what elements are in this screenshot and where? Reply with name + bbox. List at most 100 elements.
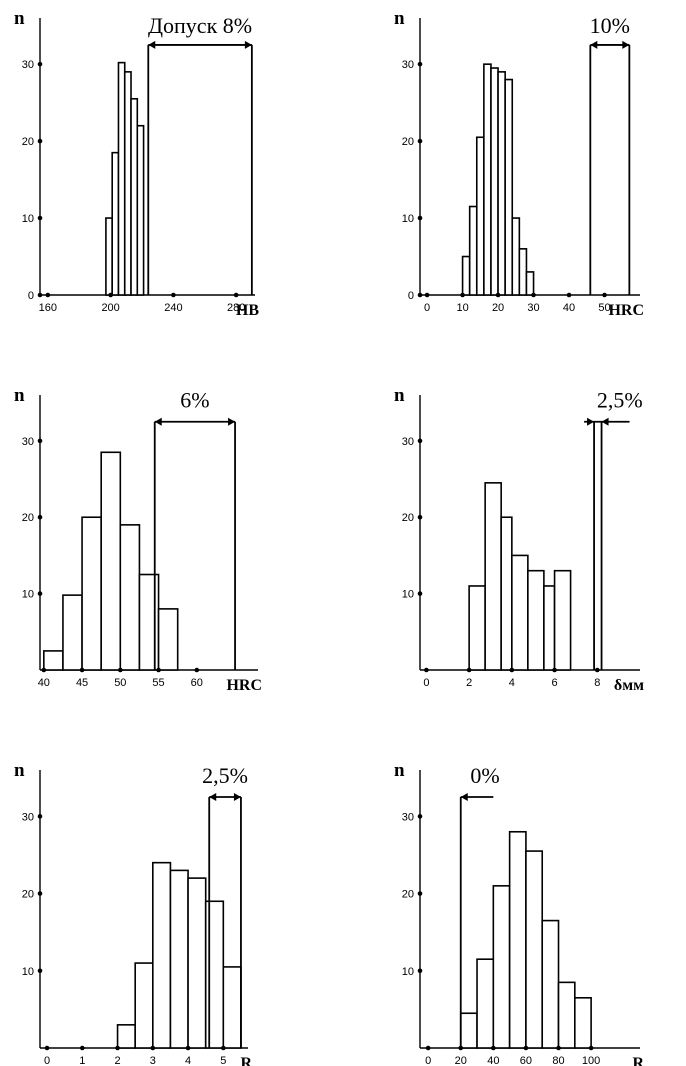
x-tick-label: 40: [487, 1055, 499, 1066]
tolerance-arrow-head: [587, 417, 595, 426]
histogram-bar: [475, 136, 485, 296]
x-tick-label: 60: [191, 677, 203, 689]
x-tick-label: 240: [164, 302, 182, 314]
histogram-bar: [468, 205, 478, 296]
y-tick-dot: [37, 438, 43, 444]
x-tick-label: 0: [424, 302, 430, 314]
x-tick-label: 30: [527, 302, 539, 314]
histogram-bar: [117, 61, 126, 296]
histogram-bar: [525, 271, 535, 296]
y-tick-dot: [417, 591, 423, 596]
y-tick-label: 10: [402, 213, 414, 225]
tolerance-arrow-head: [228, 417, 236, 426]
tolerance-label: 0%: [470, 763, 499, 788]
x-tick-label: 0: [44, 1055, 50, 1066]
y-tick-label: 30: [402, 811, 414, 823]
x-tick-label: 100: [582, 1055, 600, 1066]
histogram-bar: [492, 885, 511, 1049]
y-tick-dot: [37, 591, 43, 596]
histogram-bar: [483, 63, 492, 296]
x-tick-label: 160: [39, 302, 57, 314]
y-tick-dot: [417, 514, 423, 520]
x-tick-dot: [156, 667, 161, 673]
y-axis-label: n: [394, 760, 405, 781]
x-tick-dot: [458, 1045, 464, 1051]
x-axis-label: δмм: [614, 677, 644, 694]
histogram-bar: [138, 573, 160, 671]
x-tick-label: 5: [220, 1055, 226, 1066]
tolerance-arrow-head: [622, 40, 630, 49]
histogram-bar: [518, 248, 528, 296]
y-tick-dot: [417, 138, 423, 144]
x-tick-label: 45: [76, 677, 88, 689]
histogram-bar: [136, 124, 145, 296]
y-tick-dot: [37, 514, 43, 520]
histogram-bar: [527, 569, 545, 671]
y-tick-dot: [37, 891, 43, 896]
x-tick-dot: [509, 667, 515, 673]
histogram-bar: [500, 516, 513, 671]
chart-panel-1: Допуск 8% 0 10 20 30 160 200 240 280 n HB: [14, 8, 259, 319]
x-tick-label: 20: [492, 302, 504, 314]
y-tick-label: 10: [22, 966, 34, 978]
y-axis-label: n: [394, 385, 405, 406]
x-tick-dot: [602, 292, 607, 298]
y-tick-dot: [417, 814, 423, 819]
y-tick-dot: [37, 292, 43, 298]
x-tick-dot: [118, 667, 123, 673]
x-tick-label: 0: [423, 677, 429, 689]
histogram-bar: [490, 67, 499, 296]
y-tick-label: 10: [402, 589, 414, 601]
histogram-bar: [557, 981, 576, 1049]
tolerance-arrow-head: [148, 40, 156, 49]
y-tick-label: 20: [22, 889, 34, 901]
tolerance-label: Допуск 8%: [148, 13, 252, 38]
histogram-bar: [169, 869, 189, 1049]
y-tick-label: 30: [22, 59, 34, 71]
x-tick-dot: [194, 667, 200, 673]
x-axis-label: R: [632, 1055, 644, 1066]
x-tick-label: 0: [425, 1055, 431, 1066]
x-tick-label: 10: [456, 302, 468, 314]
histogram-bar: [459, 1012, 478, 1049]
x-tick-label: 50: [114, 677, 126, 689]
histogram-bar: [541, 919, 560, 1049]
histogram-bar: [543, 585, 556, 671]
y-tick-dot: [417, 891, 423, 896]
x-tick-dot: [425, 1045, 431, 1051]
histogram-bar: [468, 585, 486, 671]
y-tick-dot: [417, 215, 423, 221]
x-axis-label-subscript: z: [646, 1063, 651, 1066]
histogram-bar: [222, 966, 242, 1049]
histogram-bar: [130, 97, 139, 296]
histogram-bar: [123, 71, 132, 296]
x-tick-dot: [556, 1045, 561, 1051]
tolerance-arrow-head: [154, 417, 162, 426]
x-axis-label: HRC: [226, 677, 262, 694]
tolerance-arrow-head: [244, 40, 252, 49]
chart-panel-2: 10% 0 10 20 30 0 10 20 30 40 50 n HRC: [394, 8, 644, 319]
histogram-bar: [111, 151, 120, 296]
histogram-bar: [476, 958, 495, 1049]
chart-panel-5: 2,5% 10 20 30 0 1 2 3 4 5 n R: [14, 760, 252, 1066]
x-tick-dot: [491, 1045, 496, 1051]
x-tick-label: 2: [114, 1055, 120, 1066]
x-tick-label: 2: [466, 677, 472, 689]
x-tick-dot: [523, 1045, 529, 1051]
y-tick-dot: [37, 968, 43, 974]
histogram-bar: [105, 217, 113, 296]
x-tick-label: 4: [509, 677, 515, 689]
x-tick-dot: [115, 1045, 120, 1051]
x-tick-label: 50: [598, 302, 610, 314]
tolerance-label: 10%: [590, 13, 630, 38]
y-axis-label: n: [14, 385, 25, 406]
x-tick-label: 3: [150, 1055, 156, 1066]
x-axis-label: HRC: [608, 302, 644, 319]
histogram-bar: [119, 524, 141, 671]
y-tick-dot: [417, 292, 423, 298]
histogram-bar: [484, 482, 502, 671]
histogram-bar: [43, 650, 64, 671]
tolerance-arrow-head: [460, 793, 468, 802]
y-tick-label: 10: [402, 966, 414, 978]
